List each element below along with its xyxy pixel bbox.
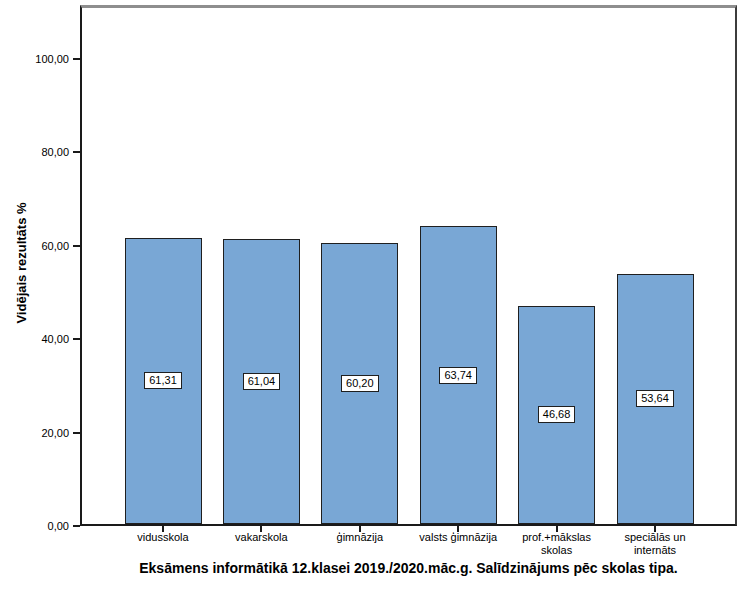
bar: 63,74 xyxy=(420,226,497,524)
bar: 61,04 xyxy=(223,239,300,524)
y-tick-mark xyxy=(73,338,80,340)
y-axis-title: Vidējais rezultāts % xyxy=(14,202,29,323)
y-tick-mark xyxy=(73,58,80,60)
bar: 46,68 xyxy=(518,306,595,524)
bar-value-label: 63,74 xyxy=(439,367,477,384)
bar: 60,20 xyxy=(321,243,398,524)
bar-value-label: 61,04 xyxy=(243,373,281,390)
y-tick-label: 80,00 xyxy=(0,144,69,160)
x-category-label: speciālās un internāts xyxy=(590,531,720,556)
bar-chart-figure: Vidējais rezultāts % Eksāmens informātik… xyxy=(0,0,745,596)
y-tick-label: 0,00 xyxy=(0,518,69,534)
chart-title: Eksāmens informātikā 12.klasei 2019./202… xyxy=(80,560,737,576)
bar: 53,64 xyxy=(617,274,694,524)
y-tick-mark xyxy=(73,525,80,527)
y-tick-label: 100,00 xyxy=(0,51,69,67)
bar: 61,31 xyxy=(125,238,202,524)
bar-value-label: 60,20 xyxy=(341,375,379,392)
bar-value-label: 53,64 xyxy=(636,390,674,407)
y-tick-mark xyxy=(73,245,80,247)
bar-value-label: 46,68 xyxy=(538,406,576,423)
bar-value-label: 61,31 xyxy=(144,372,182,389)
y-tick-label: 20,00 xyxy=(0,425,69,441)
y-tick-label: 40,00 xyxy=(0,331,69,347)
y-tick-label: 60,00 xyxy=(0,238,69,254)
y-tick-mark xyxy=(73,151,80,153)
y-tick-mark xyxy=(73,432,80,434)
